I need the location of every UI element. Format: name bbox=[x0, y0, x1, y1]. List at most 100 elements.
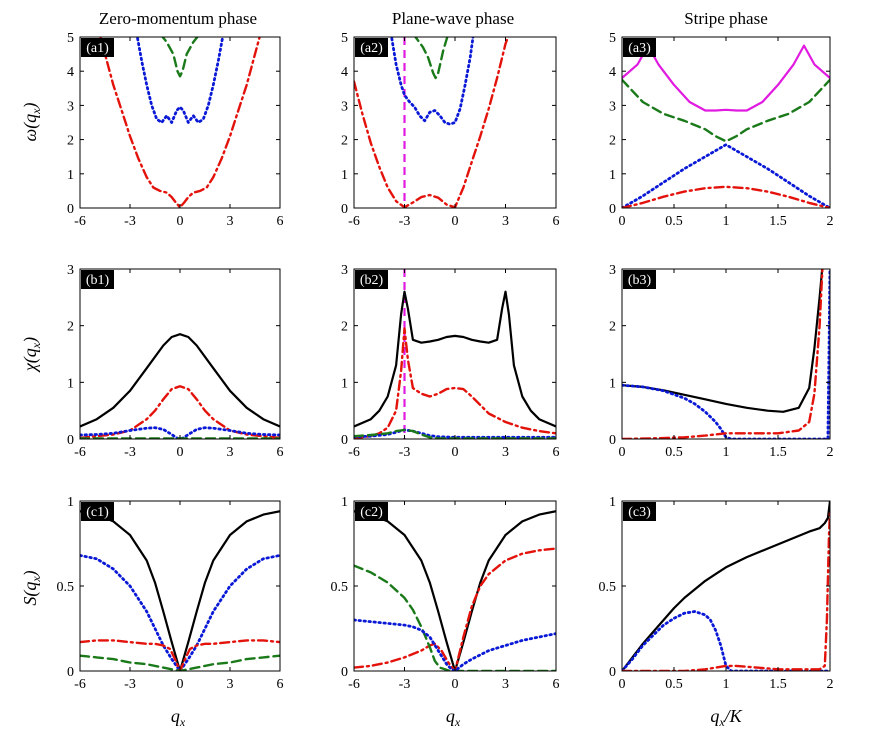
ytick-label-b2-3: 3 bbox=[341, 263, 348, 278]
ytick-label-b1-1: 1 bbox=[67, 376, 74, 391]
xtick-label-c3-3: 1.5 bbox=[769, 677, 787, 692]
panel-label-b2: (b2) bbox=[360, 273, 384, 288]
ylabel-chi: χ(qx) bbox=[20, 337, 43, 373]
ytick-label-c3-0: 0 bbox=[609, 665, 616, 680]
xlabel-qx-col2: qx bbox=[446, 706, 461, 729]
ytick-label-a3-4: 4 bbox=[609, 65, 616, 80]
ytick-label-a2-5: 5 bbox=[341, 31, 348, 46]
axes-frame-b2 bbox=[353, 268, 557, 440]
xtick-label-b1-0: -6 bbox=[74, 445, 86, 460]
xtick-label-a2-0: -6 bbox=[348, 214, 360, 229]
series-red-c2 bbox=[354, 547, 556, 671]
xtick-label-c2-2: 0 bbox=[452, 677, 459, 692]
panel-tag-bg-a3 bbox=[623, 38, 656, 57]
axes-frame-b3 bbox=[621, 268, 831, 440]
ytick-label-a1-5: 5 bbox=[67, 31, 74, 46]
ytick-label-b1-3: 3 bbox=[67, 263, 74, 278]
panel-tag-bg-c1 bbox=[81, 502, 114, 521]
series-blue-a1 bbox=[135, 37, 225, 124]
xtick-label-a1-4: 6 bbox=[277, 214, 284, 229]
series-group-c3 bbox=[622, 501, 830, 671]
series-black-b1 bbox=[80, 333, 280, 428]
xtick-label-b2-3: 3 bbox=[502, 445, 509, 460]
panel-tag-bg-c2 bbox=[355, 502, 388, 521]
series-red-b2 bbox=[354, 327, 556, 439]
series-red-c1 bbox=[80, 639, 280, 671]
axes-frame-a1 bbox=[79, 36, 281, 209]
series-blue-c3 bbox=[622, 610, 830, 671]
xtick-label-c2-3: 3 bbox=[502, 677, 509, 692]
column-title-zero-momentum: Zero-momentum phase bbox=[99, 9, 257, 28]
xtick-label-a3-1: 0.5 bbox=[665, 214, 683, 229]
ytick-label-c1-1: 0.5 bbox=[57, 580, 75, 595]
xtick-label-b3-3: 1.5 bbox=[769, 445, 787, 460]
xtick-label-a2-1: -3 bbox=[399, 214, 411, 229]
ytick-label-b3-2: 2 bbox=[609, 320, 616, 335]
series-blue-a3 bbox=[622, 143, 830, 208]
ytick-label-a1-4: 4 bbox=[67, 65, 74, 80]
panel-b1: -6 -3 0 3 6 0 1 2 3 (b1) bbox=[67, 263, 284, 460]
panel-c3: 0 0.5 1 1.5 2 0 0.5 1 (c3) bbox=[599, 495, 834, 692]
ytick-label-a3-2: 2 bbox=[609, 134, 616, 149]
ytick-label-a1-2: 2 bbox=[67, 134, 74, 149]
ytick-label-b1-0: 0 bbox=[67, 433, 74, 448]
panel-c2: -6 -3 0 3 6 0 0.5 1 (c2) bbox=[331, 495, 560, 692]
axes-frame-c1 bbox=[79, 500, 281, 672]
panel-a2: -6 -3 0 3 6 0 1 2 3 4 5 (a2) bbox=[341, 31, 560, 229]
xtick-label-a1-2: 0 bbox=[177, 214, 184, 229]
xtick-label-b3-0: 0 bbox=[619, 445, 626, 460]
series-blue-c2 bbox=[354, 618, 556, 671]
panel-tag-bg-a2 bbox=[355, 38, 388, 57]
panel-label-a3: (a3) bbox=[628, 41, 651, 56]
series-blue-c1 bbox=[80, 554, 280, 671]
panels-group: -6 -3 0 3 6 0 1 2 3 4 5 (a1) -6 -3 0 3 6 0 1 2 3 4 5 (a2) 0 0.5 1 1… bbox=[57, 31, 834, 692]
xtick-label-c1-0: -6 bbox=[74, 677, 86, 692]
series-group-a2 bbox=[354, 37, 510, 208]
panel-label-a1: (a1) bbox=[86, 41, 109, 56]
ytick-label-c1-2: 1 bbox=[67, 495, 74, 510]
ytick-label-c2-1: 0.5 bbox=[331, 580, 349, 595]
series-green-a3 bbox=[622, 78, 830, 143]
ytick-label-a1-3: 3 bbox=[67, 99, 74, 114]
xtick-label-c2-4: 6 bbox=[553, 677, 560, 692]
xtick-label-a2-4: 6 bbox=[553, 214, 560, 229]
ylabel-omega: ω(qx) bbox=[20, 102, 43, 141]
xtick-label-a1-3: 3 bbox=[227, 214, 234, 229]
series-red-b3 bbox=[622, 269, 824, 439]
panel-tag-bg-b1 bbox=[81, 270, 114, 289]
xtick-label-a2-2: 0 bbox=[452, 214, 459, 229]
axes-frame-c3 bbox=[621, 500, 831, 672]
series-red-b1 bbox=[80, 385, 280, 439]
panel-c1: -6 -3 0 3 6 0 0.5 1 (c1) bbox=[57, 495, 284, 692]
ytick-label-b2-2: 2 bbox=[341, 320, 348, 335]
axes-frame-a3 bbox=[621, 36, 831, 209]
series-green-a2 bbox=[413, 37, 449, 80]
xtick-label-b1-3: 3 bbox=[227, 445, 234, 460]
series-group-b3 bbox=[622, 269, 830, 439]
xtick-label-b2-4: 6 bbox=[553, 445, 560, 460]
xtick-label-b2-1: -3 bbox=[399, 445, 411, 460]
ytick-label-a1-0: 0 bbox=[67, 202, 74, 217]
ytick-label-a3-5: 5 bbox=[609, 31, 616, 46]
ytick-label-a2-0: 0 bbox=[341, 202, 348, 217]
series-black-c2 bbox=[354, 510, 556, 671]
series-group-a1 bbox=[99, 37, 261, 208]
ytick-label-a2-4: 4 bbox=[341, 65, 348, 80]
series-red-a2 bbox=[354, 37, 510, 208]
ytick-label-b3-1: 1 bbox=[609, 376, 616, 391]
series-group-c2 bbox=[354, 510, 556, 671]
ytick-label-b2-0: 0 bbox=[341, 433, 348, 448]
series-group-b1 bbox=[80, 333, 280, 439]
xlabel-qx-col1: qx bbox=[171, 706, 186, 729]
xtick-label-b1-1: -3 bbox=[124, 445, 136, 460]
xtick-label-c2-0: -6 bbox=[348, 677, 360, 692]
series-magenta-a3 bbox=[622, 44, 830, 112]
ytick-label-a3-1: 1 bbox=[609, 168, 616, 183]
series-group-a3 bbox=[622, 44, 830, 208]
panel-a3: 0 0.5 1 1.5 2 0 1 2 3 4 5 (a3) bbox=[609, 31, 834, 229]
xtick-label-a3-3: 1.5 bbox=[769, 214, 787, 229]
series-blue-a2 bbox=[390, 37, 475, 126]
ytick-label-c3-1: 0.5 bbox=[599, 580, 617, 595]
panel-tag-bg-c3 bbox=[623, 502, 656, 521]
